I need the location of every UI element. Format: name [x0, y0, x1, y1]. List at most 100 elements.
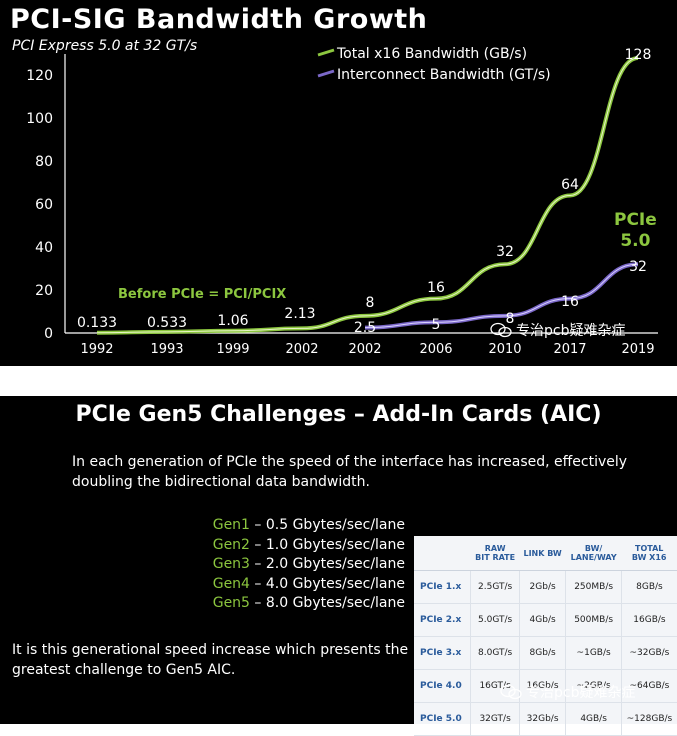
- y-tick-label: 100: [26, 111, 53, 127]
- generation-name: Gen1: [212, 517, 250, 533]
- pcie5-label-line1: PCIe: [614, 210, 657, 230]
- table-cell: 2.5GT/s: [470, 570, 520, 604]
- wechat-icon: [500, 684, 522, 700]
- x-tick-label: 1992: [80, 342, 113, 357]
- table-cell: 32GT/s: [470, 702, 520, 736]
- series-interconnect-highlight: [364, 263, 639, 329]
- data-label-interconnect: 32: [629, 259, 647, 275]
- legend-label: Interconnect Bandwidth (GT/s): [337, 67, 551, 83]
- x-tick-label: 2010: [488, 342, 521, 357]
- table-cell: 250MB/s: [565, 570, 622, 604]
- watermark-2: 专治pcb疑难杂症: [500, 682, 635, 702]
- bandwidth-growth-slide: 0 20 40 60 80 100 120 1992 1993 1999 2002 2002 2006 2…: [0, 0, 677, 366]
- data-label-interconnect: 2.5: [354, 320, 376, 336]
- generation-item: Gen1 – 0.5 Gbytes/sec/lane: [213, 516, 405, 536]
- x-tick-label: 1993: [150, 342, 183, 357]
- wechat-icon: [490, 322, 512, 338]
- data-label-total: 128: [625, 47, 652, 63]
- generation-rate: – 0.5 Gbytes/sec/lane: [249, 517, 405, 533]
- table-cell: 4Gb/s: [518, 603, 566, 637]
- generation-list: Gen1 – 0.5 Gbytes/sec/lane Gen2 – 1.0 Gby…: [213, 516, 405, 614]
- data-label-total: 1.06: [217, 313, 248, 329]
- row-header: PCIe 2.x: [414, 603, 471, 637]
- x-tick-label: 1999: [216, 342, 249, 357]
- generation-item: Gen4 – 4.0 Gbytes/sec/lane: [213, 575, 405, 595]
- watermark-text: 专治pcb疑难杂症: [526, 685, 636, 701]
- chart-subtitle: PCI Express 5.0 at 32 GT/s: [12, 38, 198, 54]
- legend-swatch: [317, 48, 335, 57]
- generation-rate: – 2.0 Gbytes/sec/lane: [249, 556, 405, 572]
- table-cell: ~2GB/s: [565, 669, 622, 703]
- x-tick-label: 2002: [348, 342, 381, 357]
- generation-item: Gen3 – 2.0 Gbytes/sec/lane: [213, 555, 405, 575]
- table-cell: 16Gb/s: [518, 669, 566, 703]
- table-header: TOTAL BW X16: [621, 536, 677, 571]
- table-header: [414, 536, 471, 571]
- table-cell: ~1GB/s: [565, 636, 622, 670]
- table-cell: 8GB/s: [620, 570, 677, 604]
- y-tick-label: 80: [35, 154, 53, 170]
- table-cell: ~64GB/s: [620, 669, 677, 703]
- x-tick-label: 2006: [419, 342, 452, 357]
- generation-rate: – 4.0 Gbytes/sec/lane: [249, 575, 405, 592]
- table-cell: 2Gb/s: [518, 570, 566, 604]
- data-label-interconnect: 5: [432, 317, 441, 333]
- table-cell: 5.0GT/s: [470, 603, 520, 637]
- y-tick-label: 40: [35, 240, 53, 256]
- intro-paragraph: In each generation of PCIe the speed of …: [72, 454, 628, 490]
- data-label-total: 32: [496, 244, 514, 260]
- pcie5-label-line2: 5.0: [620, 231, 651, 251]
- series-total-highlight: [96, 57, 639, 334]
- table-header: RAW BIT RATE: [470, 536, 520, 571]
- series-interconnect-line: [364, 262, 639, 330]
- gen5-challenges-slide: PCIe Gen5 Challenges – Add-In Cards (AIC…: [0, 396, 677, 736]
- table-cell: 16GB/s: [620, 603, 677, 637]
- row-header: PCIe 3.x: [414, 636, 471, 670]
- table-row: PCIe 3.x 8.0GT/s 8Gb/s ~1GB/s ~32GB/s: [414, 636, 677, 670]
- data-label-total: 0.533: [147, 315, 187, 331]
- legend-label: Total x16 Bandwidth (GB/s): [336, 46, 527, 62]
- generation-rate: – 8.0 Gbytes/sec/lane: [249, 595, 405, 611]
- table-row: PCIe 2.x 5.0GT/s 4Gb/s 500MB/s 16GB/s: [414, 603, 677, 637]
- generation-rate: – 1.0 Gbytes/sec/lane: [249, 536, 405, 553]
- generation-name: Gen3: [212, 556, 250, 572]
- watermark: 专治pcb疑难杂症: [490, 320, 625, 340]
- table-cell: 8.0GT/s: [470, 636, 520, 670]
- y-tick-label: 20: [35, 283, 53, 299]
- y-tick-label: 60: [35, 197, 53, 213]
- x-tick-label: 2019: [621, 342, 654, 357]
- table-cell: ~128GB/s: [620, 702, 677, 736]
- pcie5-label: PCIe 5.0: [614, 210, 657, 252]
- watermark-text: 专治pcb疑难杂症: [516, 323, 626, 339]
- table-row: PCIe 5.0 32GT/s 32Gb/s 4GB/s ~128GB/s: [414, 702, 677, 736]
- table-cell: 500MB/s: [565, 603, 622, 637]
- data-label-total: 16: [427, 280, 445, 296]
- legend-swatch: [317, 69, 335, 78]
- data-label-total: 0.133: [77, 315, 117, 331]
- data-label-interconnect: 16: [561, 294, 579, 310]
- generation-item: Gen2 – 1.0 Gbytes/sec/lane: [213, 536, 405, 556]
- table-cell: 32Gb/s: [518, 702, 566, 736]
- generation-name: Gen2: [212, 536, 250, 553]
- challenge-paragraph: It is this generational speed increase w…: [12, 642, 409, 678]
- y-tick-label: 0: [44, 326, 53, 342]
- data-label-interconnect: 8: [506, 311, 515, 327]
- data-label-total: 64: [561, 177, 579, 193]
- y-tick-label: 120: [26, 68, 53, 84]
- generation-name: Gen5: [212, 595, 250, 611]
- bandwidth-chart: 0 20 40 60 80 100 120 1992 1993 1999 2002 2002 2006 2…: [26, 46, 658, 357]
- data-label-total: 8: [366, 295, 375, 311]
- table-cell: ~32GB/s: [620, 636, 677, 670]
- table-cell: 8Gb/s: [518, 636, 566, 670]
- x-tick-label: 2017: [553, 342, 586, 357]
- row-header: PCIe 4.0: [414, 669, 471, 703]
- chart-title: PCI-SIG Bandwidth Growth: [10, 4, 428, 35]
- generation-name: Gen4: [212, 575, 250, 592]
- generation-item: Gen5 – 8.0 Gbytes/sec/lane: [213, 594, 405, 614]
- before-pcie-label: Before PCIe = PCI/PCIX: [118, 287, 287, 302]
- row-header: PCIe 1.x: [414, 570, 471, 604]
- slide2-title: PCIe Gen5 Challenges – Add-In Cards (AIC…: [75, 402, 602, 427]
- x-tick-label: 2002: [285, 342, 318, 357]
- row-header: PCIe 5.0: [414, 702, 471, 736]
- table-header: BW/LANE/WAY: [565, 536, 622, 571]
